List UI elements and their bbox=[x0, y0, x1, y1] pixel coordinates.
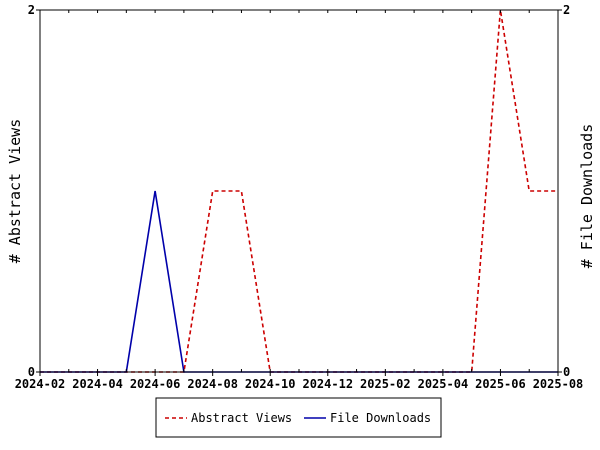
y2-axis-label: # File Downloads bbox=[578, 124, 596, 269]
legend: Abstract Views File Downloads bbox=[155, 397, 442, 438]
ticks-layer: 2024-02 2024-04 2024-06 2024-08 2024-10 2024-… bbox=[15, 3, 584, 391]
x-tick-label: 2024-06 bbox=[130, 377, 181, 391]
y2-tick-label: 2 bbox=[563, 3, 570, 17]
legend-box bbox=[155, 397, 442, 438]
y2-tick-label: 0 bbox=[563, 365, 570, 379]
y-axis-label: # Abstract Views bbox=[6, 119, 24, 264]
x-tick-label: 2025-04 bbox=[418, 377, 469, 391]
plot-area-frame bbox=[39, 9, 559, 373]
legend-label-abstract-views: Abstract Views bbox=[191, 411, 292, 425]
series-layer bbox=[40, 9, 558, 373]
x-tick-label: 2024-02 bbox=[15, 377, 66, 391]
x-tick-label: 2025-02 bbox=[360, 377, 411, 391]
series-line-abstract-views bbox=[40, 9, 558, 373]
x-tick-label: 2024-10 bbox=[245, 377, 296, 391]
x-tick-label: 2025-06 bbox=[475, 377, 526, 391]
x-tick-label: 2024-04 bbox=[72, 377, 123, 391]
series-line-file-downloads bbox=[40, 190, 558, 373]
x-tick-label: 2025-08 bbox=[533, 377, 584, 391]
y-tick-label: 2 bbox=[28, 3, 35, 17]
x-tick-label: 2024-12 bbox=[302, 377, 353, 391]
x-tick-label: 2024-08 bbox=[187, 377, 238, 391]
legend-label-file-downloads: File Downloads bbox=[330, 411, 431, 425]
y-tick-label: 0 bbox=[28, 365, 35, 379]
